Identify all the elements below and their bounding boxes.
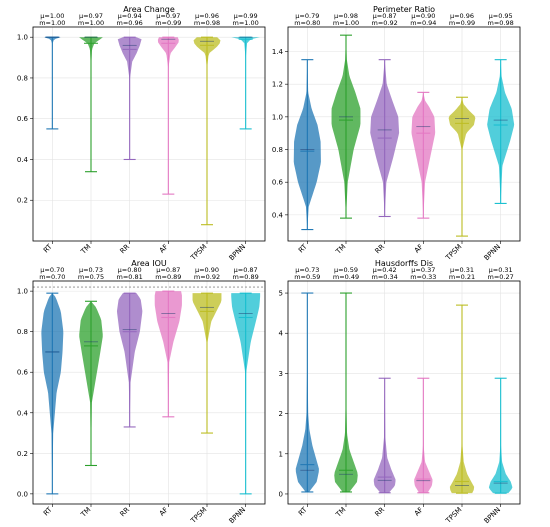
median-annotation: m=0.89 <box>155 273 181 281</box>
mean-annotation: μ=0.87 <box>156 266 180 274</box>
median-annotation: m=0.98 <box>488 19 514 27</box>
median-annotation: m=1.00 <box>233 19 259 27</box>
plot-frame <box>32 280 266 505</box>
panel-title: Hausdorffs Dis <box>375 259 433 268</box>
y-tick-label: 1.0 <box>17 34 28 42</box>
x-tick-label: AF <box>413 506 425 518</box>
plot-frame <box>287 280 521 505</box>
y-tick-label: 1.2 <box>272 81 283 89</box>
panel-title: Area IOU <box>131 259 167 268</box>
y-tick-label: 0.8 <box>17 328 28 336</box>
median-annotation: m=0.94 <box>410 19 436 27</box>
mean-annotation: μ=0.96 <box>450 12 474 20</box>
y-tick-label: 0.2 <box>17 450 28 458</box>
median-annotation: m=0.34 <box>372 273 398 281</box>
median-annotation: m=0.89 <box>233 273 259 281</box>
median-annotation: m=0.75 <box>78 273 104 281</box>
median-annotation: m=0.92 <box>194 273 220 281</box>
mean-annotation: μ=0.79 <box>295 12 319 20</box>
y-tick-label: 0.4 <box>272 211 284 219</box>
mean-annotation: μ=0.59 <box>334 266 358 274</box>
median-annotation: m=0.21 <box>449 273 475 281</box>
median-annotation: m=0.98 <box>194 19 220 27</box>
median-annotation: m=0.92 <box>372 19 398 27</box>
y-tick-label: 1.4 <box>272 48 284 56</box>
panel-title: Perimeter Ratio <box>373 5 435 14</box>
panel-area-change: Area Change 0.20.40.60.81.0μ=1.00m=1.00R… <box>17 5 266 263</box>
mean-annotation: μ=0.87 <box>234 266 258 274</box>
median-annotation: m=0.59 <box>294 273 320 281</box>
mean-annotation: μ=0.70 <box>40 266 64 274</box>
median-annotation: m=0.99 <box>155 19 181 27</box>
y-tick-label: 0.0 <box>17 490 28 498</box>
mean-annotation: μ=1.00 <box>40 12 64 20</box>
y-tick-label: 2 <box>279 410 283 418</box>
median-annotation: m=0.33 <box>410 273 436 281</box>
median-annotation: m=0.70 <box>39 273 65 281</box>
y-tick-label: 5 <box>279 290 283 298</box>
panel-area-iou: Area IOU 0.00.20.40.60.81.0μ=0.70m=0.70R… <box>17 259 266 526</box>
mean-annotation: μ=0.90 <box>411 12 435 20</box>
mean-annotation: μ=0.73 <box>295 266 319 274</box>
y-tick-label: 0.6 <box>17 115 29 123</box>
median-annotation: m=1.00 <box>78 19 104 27</box>
x-tick-label: AF <box>158 243 170 255</box>
median-annotation: m=0.99 <box>449 19 475 27</box>
mean-annotation: μ=0.97 <box>156 12 180 20</box>
y-tick-label: 0 <box>279 490 283 498</box>
x-tick-label: AF <box>413 243 425 255</box>
mean-annotation: μ=0.37 <box>411 266 435 274</box>
mean-annotation: μ=0.90 <box>195 266 219 274</box>
mean-annotation: μ=0.99 <box>234 12 258 20</box>
median-annotation: m=0.49 <box>333 273 359 281</box>
mean-annotation: μ=0.31 <box>489 266 513 274</box>
y-tick-label: 3 <box>279 370 283 378</box>
y-tick-label: 1 <box>279 450 283 458</box>
y-tick-label: 1.0 <box>17 288 28 296</box>
mean-annotation: μ=0.42 <box>373 266 397 274</box>
y-tick-label: 0.2 <box>17 197 28 205</box>
y-tick-label: 0.6 <box>17 369 29 377</box>
y-tick-label: 0.8 <box>272 146 283 154</box>
median-annotation: m=1.00 <box>333 19 359 27</box>
median-annotation: m=1.00 <box>39 19 65 27</box>
mean-annotation: μ=0.80 <box>118 266 142 274</box>
median-annotation: m=0.81 <box>117 273 143 281</box>
panel-title: Area Change <box>123 5 175 14</box>
mean-annotation: μ=0.95 <box>489 12 513 20</box>
y-tick-label: 0.4 <box>17 156 29 164</box>
mean-annotation: μ=0.98 <box>334 12 358 20</box>
median-annotation: m=0.80 <box>294 19 320 27</box>
y-tick-label: 0.8 <box>17 74 28 82</box>
y-tick-label: 0.4 <box>17 409 29 417</box>
median-annotation: m=0.27 <box>488 273 514 281</box>
y-tick-label: 1.0 <box>272 113 283 121</box>
y-tick-label: 0.6 <box>272 179 284 187</box>
x-tick-label: AF <box>158 506 170 518</box>
panel-hausdorffs-dis: Hausdorffs Dis 012345μ=0.73m=0.59RTμ=0.5… <box>279 259 521 526</box>
mean-annotation: μ=0.94 <box>118 12 142 20</box>
plot-frame <box>32 26 266 242</box>
plot-frame <box>287 26 521 242</box>
mean-annotation: μ=0.31 <box>450 266 474 274</box>
mean-annotation: μ=0.96 <box>195 12 219 20</box>
mean-annotation: μ=0.87 <box>373 12 397 20</box>
median-annotation: m=0.96 <box>117 19 143 27</box>
mean-annotation: μ=0.97 <box>79 12 103 20</box>
y-tick-label: 4 <box>279 330 284 338</box>
mean-annotation: μ=0.73 <box>79 266 103 274</box>
